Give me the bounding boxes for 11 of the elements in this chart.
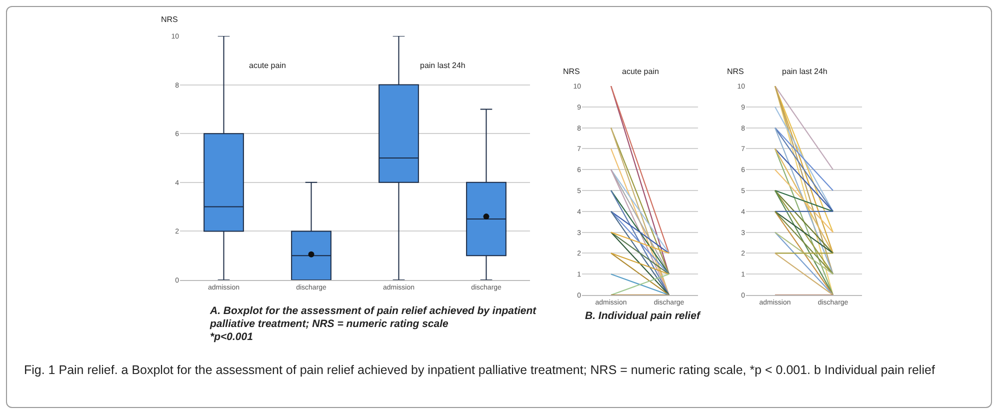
text: *p<0.001 bbox=[210, 331, 253, 343]
annotation: acute pain bbox=[249, 61, 286, 70]
text: B. Individual pain relief bbox=[585, 310, 702, 323]
y-axis-title: NRS bbox=[727, 67, 744, 76]
y-axis-title: NRS bbox=[161, 15, 178, 24]
chart-title: acute pain bbox=[622, 67, 659, 76]
text: A. Boxplot for the assessment of pain relief achieved by inpatient palliative treatment; NRS = numeric rating scale bbox=[210, 305, 536, 330]
caption: Fig. 1 Pain relief. a Boxplot for the assessment of pain relief achieved by inpatient palliative treatment; NRS = numeric rating scale, *p < 0.001. b Individual pain relief bbox=[24, 362, 936, 378]
chart-title: pain last 24h bbox=[782, 67, 828, 76]
y-axis-title: NRS bbox=[563, 67, 580, 76]
annotation: pain last 24h bbox=[420, 61, 466, 70]
